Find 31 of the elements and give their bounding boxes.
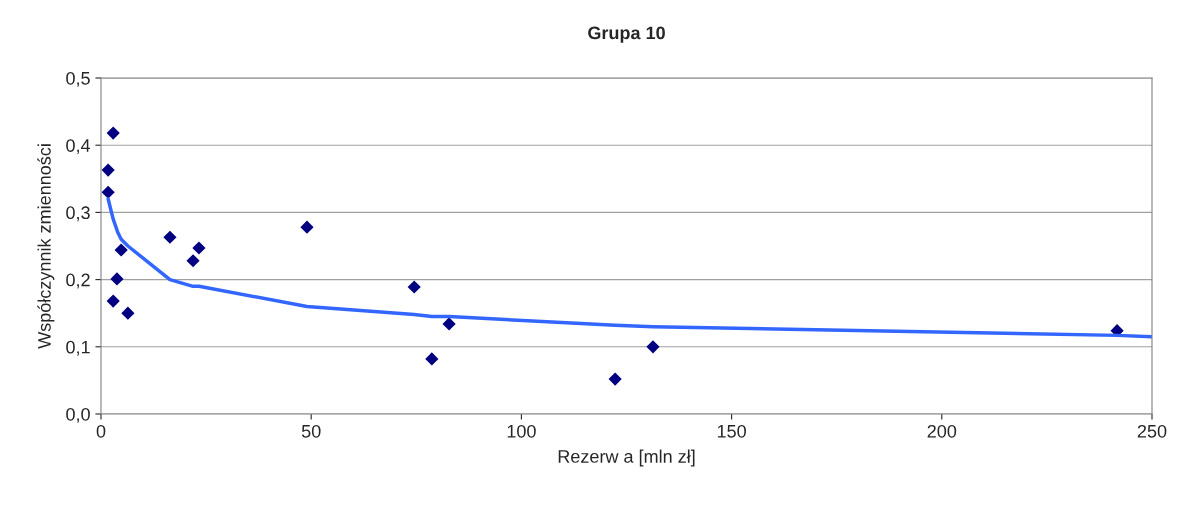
point <box>300 220 314 234</box>
y-tick-label: 0,0 <box>66 407 90 423</box>
point <box>106 126 120 140</box>
point <box>114 243 128 257</box>
y-axis-title: Współczynnik zmienności <box>37 144 55 349</box>
y-tick-label: 0,4 <box>66 139 91 155</box>
point <box>407 280 421 294</box>
x-tick-label: 200 <box>927 424 957 438</box>
point <box>101 163 115 177</box>
point <box>186 254 200 268</box>
x-tick-label: 150 <box>717 424 746 438</box>
x-tick-label: 0 <box>96 424 106 438</box>
x-axis-title: Rezerw a [mln zł] <box>558 449 695 467</box>
x-tick-label: 50 <box>301 424 321 438</box>
y-tick-label: 0,2 <box>66 273 90 289</box>
point <box>646 340 660 354</box>
point <box>101 185 115 199</box>
point <box>110 272 124 286</box>
x-tick-label: 100 <box>507 424 536 438</box>
point <box>425 352 439 366</box>
point <box>442 317 456 331</box>
point <box>163 230 177 244</box>
point <box>121 306 135 320</box>
point <box>192 241 206 255</box>
y-tick-label: 0,3 <box>66 206 90 222</box>
x-tick-label: 250 <box>1137 424 1167 438</box>
point <box>106 294 120 308</box>
y-tick-label: 0,5 <box>66 71 90 87</box>
point <box>608 372 622 386</box>
chart-title: Grupa 10 <box>588 26 665 43</box>
y-tick-label: 0,1 <box>66 340 90 356</box>
